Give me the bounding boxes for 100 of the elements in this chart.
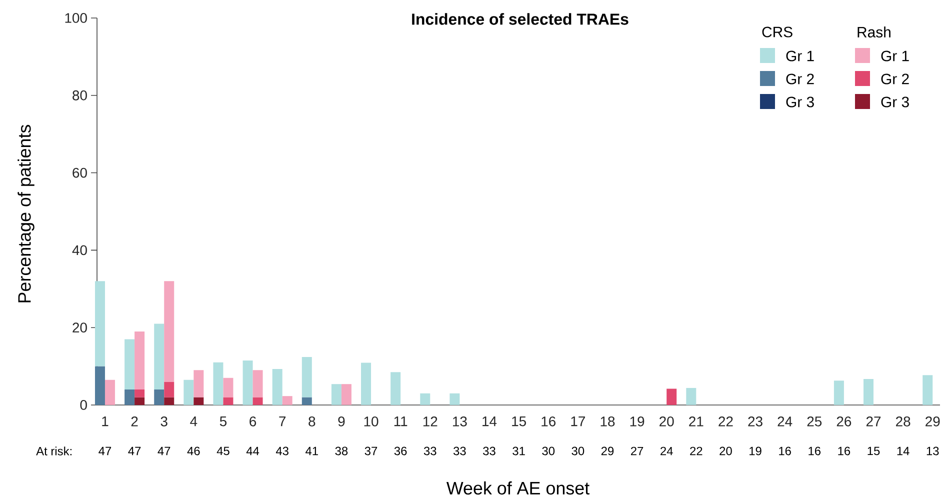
- bar: [164, 281, 174, 382]
- x-tick-label: 25: [807, 416, 822, 426]
- y-tick-label: 0: [80, 400, 87, 410]
- bar: [834, 380, 844, 405]
- bar: [124, 339, 135, 390]
- bar: [124, 390, 135, 405]
- x-tick-label: 18: [600, 416, 615, 426]
- text: 31: [512, 446, 525, 456]
- y-tick-label: 100: [65, 13, 87, 23]
- bar: [134, 390, 145, 398]
- text: 14: [897, 446, 910, 456]
- y-tick-label: 40: [72, 245, 87, 256]
- text: 13: [926, 446, 939, 456]
- x-tick-label: 21: [689, 416, 704, 426]
- bar: [302, 397, 312, 405]
- text: 16: [779, 446, 791, 456]
- text: 33: [483, 446, 496, 456]
- text: 16: [838, 446, 850, 456]
- bar: [302, 356, 312, 398]
- x-tick-label: 24: [778, 416, 792, 426]
- bar: [450, 393, 460, 405]
- bar: [864, 379, 874, 405]
- x-tick-label: 28: [896, 416, 910, 426]
- x-tick-label: 13: [452, 416, 467, 426]
- text: 43: [276, 446, 288, 456]
- text: 47: [98, 446, 112, 456]
- y-tick-label: 60: [72, 168, 87, 178]
- y-axis-title: Percentage of patients: [18, 124, 34, 302]
- bar: [361, 362, 372, 405]
- text: 37: [364, 446, 378, 456]
- x-tick-label: 10: [364, 416, 378, 426]
- x-tick-label: 3: [160, 416, 168, 426]
- bar: [666, 388, 677, 405]
- bar: [686, 388, 696, 405]
- annotation: Rash: [858, 26, 890, 38]
- legend-label: Gr 3: [786, 96, 814, 108]
- x-tick-label: 4: [190, 416, 198, 426]
- bar: [331, 384, 342, 405]
- text: 16: [808, 446, 821, 456]
- text: 33: [424, 446, 436, 456]
- x-tick-label: 7: [279, 416, 286, 426]
- legend-label: Gr 3: [881, 96, 909, 108]
- text: 30: [542, 446, 555, 456]
- text: 38: [335, 446, 348, 456]
- bar: [134, 331, 145, 390]
- x-tick-label: 23: [748, 416, 762, 426]
- x-tick-label: 14: [482, 416, 497, 426]
- y-tick-label: 80: [72, 90, 87, 100]
- text: 15: [868, 446, 880, 456]
- bar: [341, 384, 352, 405]
- bar: [154, 390, 164, 405]
- annotation: CRS: [762, 26, 792, 38]
- bar: [94, 366, 105, 405]
- x-tick-label: 1: [102, 416, 108, 426]
- text: 41: [306, 446, 318, 456]
- bar: [134, 397, 145, 405]
- text: 46: [187, 446, 200, 456]
- text: 19: [750, 446, 762, 456]
- x-tick-label: 17: [571, 416, 585, 426]
- text: 24: [660, 446, 673, 456]
- bar: [94, 281, 105, 366]
- text: 20: [720, 446, 732, 456]
- x-tick-label: 27: [866, 416, 881, 426]
- bar: [164, 382, 174, 398]
- bar: [282, 396, 292, 405]
- x-tick-label: 22: [718, 416, 733, 426]
- bar: [390, 372, 401, 405]
- legend-label: Gr 2: [786, 74, 814, 84]
- text: 30: [572, 446, 584, 456]
- bar: [420, 393, 430, 405]
- bar: [272, 368, 282, 405]
- bar: [104, 380, 115, 405]
- x-tick-label: 9: [338, 416, 345, 426]
- legend-label: Gr 1: [786, 50, 814, 62]
- bar: [184, 380, 194, 405]
- text: 36: [394, 446, 407, 456]
- x-tick-label: 19: [630, 416, 644, 426]
- x-axis-title: Week of AE onset: [446, 481, 590, 495]
- legend-label: Gr 1: [881, 50, 909, 62]
- bar: [213, 362, 224, 405]
- bar: [252, 397, 263, 405]
- text: 44: [246, 446, 260, 456]
- bar: [164, 397, 174, 405]
- text: 33: [453, 446, 466, 456]
- x-tick-label: 12: [423, 416, 438, 426]
- x-tick-label: 20: [660, 416, 674, 426]
- bar: [194, 370, 204, 398]
- bar: [242, 360, 253, 405]
- x-tick-label: 2: [131, 416, 138, 426]
- chart-title: Incidence of selected TRAEs: [412, 13, 628, 25]
- text: 47: [128, 446, 141, 456]
- bar: [223, 378, 234, 398]
- text: 47: [158, 446, 170, 456]
- x-tick-label: 8: [308, 416, 316, 426]
- y-tick-label: 20: [72, 322, 87, 333]
- text: At risk:: [36, 446, 72, 456]
- text: 45: [216, 446, 230, 456]
- x-tick-label: 11: [394, 416, 408, 426]
- text: 27: [630, 446, 644, 456]
- bar: [252, 370, 263, 398]
